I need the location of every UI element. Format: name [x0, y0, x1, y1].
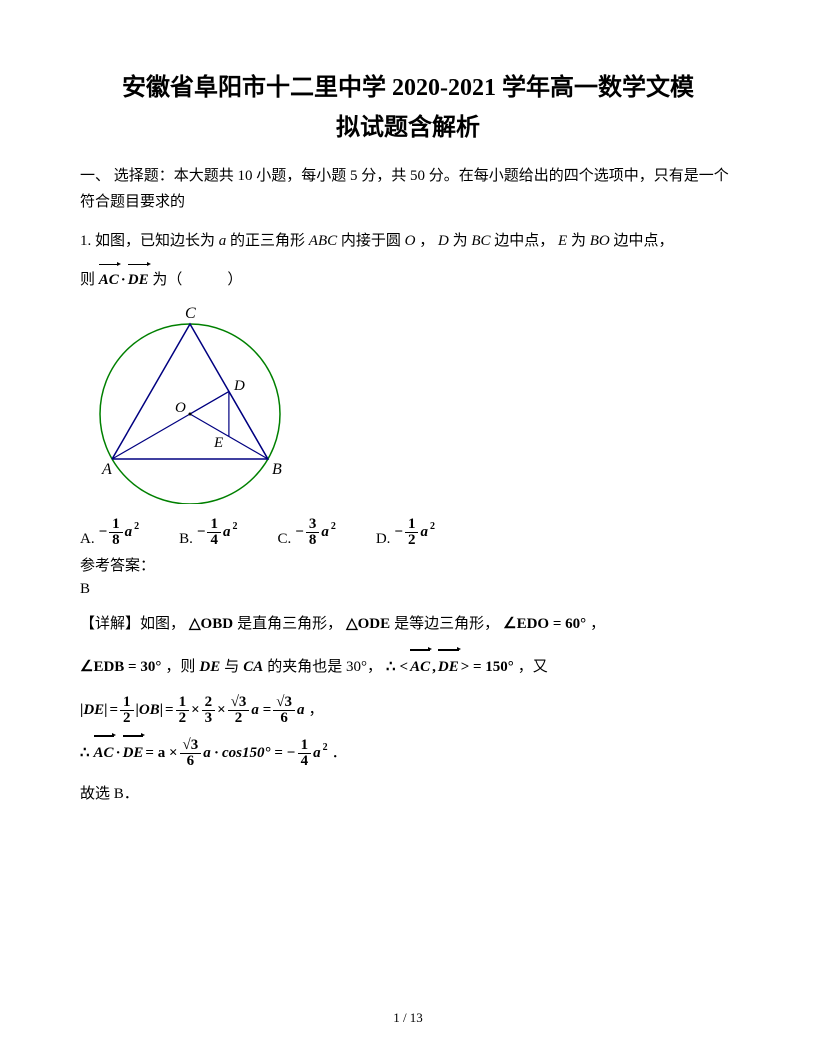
- label-c: C: [185, 305, 196, 322]
- detail-line-3: DE = 12 OB = 12 × 23 × √32 a = √36 a ，: [80, 694, 736, 727]
- page-number: 1 / 13: [0, 1010, 816, 1026]
- question-1-expression: 则 AC · DE 为（ ）: [80, 266, 736, 295]
- line-ao: [112, 392, 229, 460]
- question-1-figure: A B C O D E: [80, 304, 736, 509]
- answer-letter: B: [80, 581, 736, 598]
- detail-line-4: ∴ AC · DE = a × √36 a · cos150° = − 14 a…: [80, 737, 736, 770]
- option-b: B. − 14 a2: [179, 517, 237, 548]
- label-d: D: [233, 378, 245, 394]
- section-intro: 一、 选择题：本大题共 10 小题，每小题 5 分，共 50 分。在每小题给出的…: [80, 164, 736, 215]
- label-a: A: [101, 461, 112, 478]
- label-o: O: [175, 400, 186, 416]
- answer-heading: 参考答案：: [80, 554, 736, 575]
- option-d: D. − 12 a2: [376, 517, 435, 548]
- title-line-2: 拟试题含解析: [80, 110, 736, 146]
- line-db: [229, 392, 268, 460]
- question-1-stem: 1. 如图，已知边长为 a 的正三角形 ABC 内接于圆 O ， D 为 BC …: [80, 227, 736, 256]
- option-a: A. − 18 a2: [80, 517, 139, 548]
- label-b: B: [272, 461, 282, 478]
- title-line-1: 安徽省阜阳市十二里中学 2020-2021 学年高一数学文模: [80, 70, 736, 106]
- options-row: A. − 18 a2 B. − 14 a2 C. − 38 a2 D. − 12…: [80, 517, 736, 548]
- detail-line-2: ∠EDB = 30° ，则 DE 与 CA 的夹角也是 30°， ∴ <AC,D…: [80, 651, 736, 684]
- option-c: C. − 38 a2: [277, 517, 335, 548]
- detail-line-1: 【详解】如图， △OBD 是直角三角形， △ODE 是等边三角形， ∠EDO =…: [80, 608, 736, 641]
- conclusion: 故选 B．: [80, 780, 736, 809]
- label-e: E: [213, 435, 223, 451]
